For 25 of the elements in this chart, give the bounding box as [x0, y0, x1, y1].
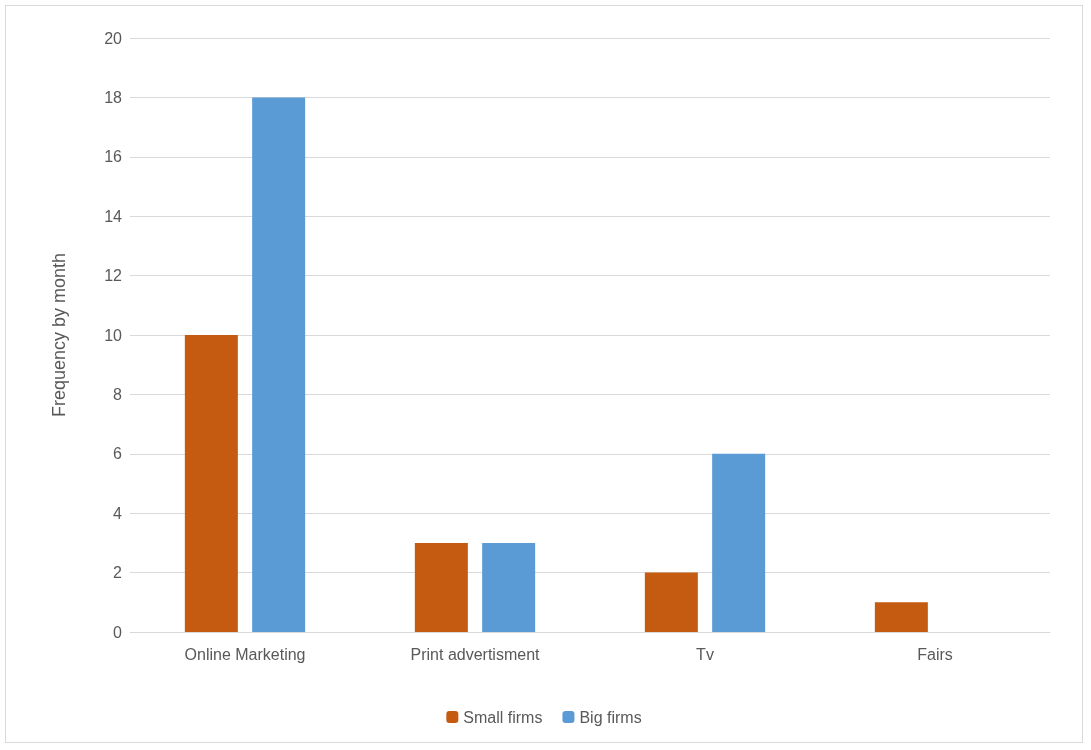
- bar: [482, 542, 536, 632]
- y-tick-label: 16: [104, 148, 123, 166]
- y-tick-label: 2: [113, 564, 123, 582]
- x-tick-label: Print advertisment: [410, 645, 541, 663]
- bar: [874, 602, 928, 632]
- y-tick-label: 18: [104, 88, 123, 106]
- x-tick-label: Tv: [696, 645, 714, 663]
- y-tick-label: 0: [113, 623, 123, 641]
- y-tick-label: 14: [104, 207, 123, 225]
- bar: [252, 97, 306, 632]
- x-tick-label: Fairs: [917, 645, 953, 663]
- legend-label: Big firms: [579, 708, 642, 726]
- bar: [184, 335, 238, 632]
- y-tick-label: 20: [104, 29, 123, 47]
- y-tick-label: 6: [113, 445, 123, 463]
- y-axis-title: Frequency by month: [49, 252, 69, 418]
- y-tick-label: 12: [104, 267, 123, 285]
- bar: [414, 542, 468, 632]
- x-tick-label: Online Marketing: [184, 645, 306, 663]
- bar: [644, 572, 698, 632]
- y-tick-label: 10: [104, 326, 123, 344]
- bar: [712, 453, 766, 632]
- legend-label: Small firms: [463, 708, 543, 726]
- y-tick-label: 4: [113, 504, 123, 522]
- y-tick-label: 8: [113, 385, 123, 403]
